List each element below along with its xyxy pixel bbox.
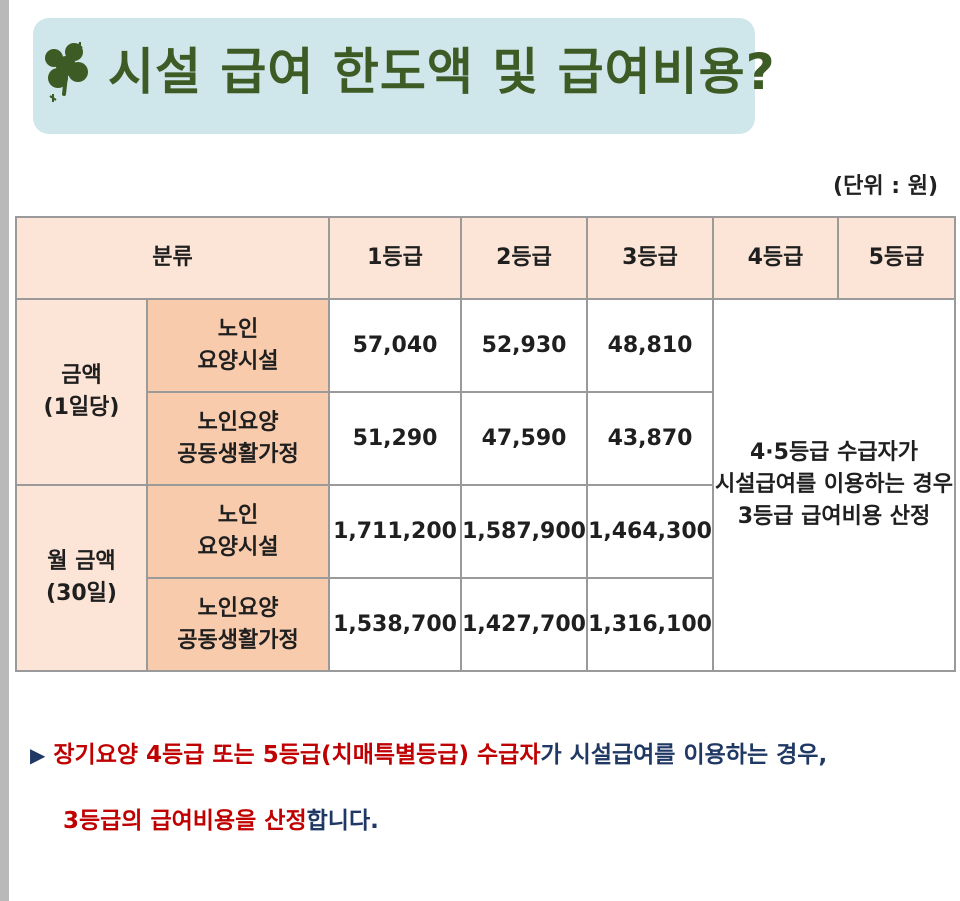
cell-value: 52,930	[460, 298, 589, 393]
header-grade-1: 1등급	[328, 216, 463, 300]
left-edge-bar	[0, 0, 9, 901]
group-label-daily: 금액 (1일당)	[15, 298, 148, 486]
table-header-row: 분류 1등급 2등급 3등급 4등급 5등급	[14, 216, 957, 300]
footer-emphasis: 장기요양 4등급 또는 5등급(치매특별등급) 수급자	[53, 742, 541, 768]
table-row: 노인요양 공동생활가정 51,290 47,590 43,870	[16, 391, 955, 486]
footer-line-2: 3등급의 급여비용을 산정합니다.	[30, 788, 950, 854]
footer-text: 가 시설급여를 이용하는 경우,	[540, 742, 828, 768]
cell-value: 1,464,300	[586, 484, 715, 579]
title-banner	[33, 18, 755, 134]
row-type: 노인요양 공동생활가정	[145, 577, 331, 672]
triangle-right-icon: ▶	[30, 743, 46, 767]
row-type: 노인 요양시설	[145, 298, 331, 393]
row-type: 노인요양 공동생활가정	[145, 391, 331, 486]
clover-icon	[42, 36, 90, 112]
footer-emphasis: 3등급의 급여비용을 산정	[63, 808, 307, 834]
cell-value: 1,538,700	[328, 577, 463, 672]
table-row: 금액 (1일당) 노인 요양시설 57,040 52,930 48,810 4·…	[15, 298, 957, 672]
grade-4-5-note: 4·5등급 수급자가 시설급여를 이용하는 경우 3등급 급여비용 산정	[712, 298, 957, 672]
cell-value: 1,316,100	[586, 577, 715, 672]
cell-value: 57,040	[328, 298, 463, 393]
cell-value: 43,870	[586, 391, 715, 486]
page-title: 시설 급여 한도액 및 급여비용?	[108, 43, 776, 101]
table-row: 노인요양 공동생활가정 1,538,700 1,427,700 1,316,10…	[16, 577, 955, 672]
header-category: 분류	[14, 216, 331, 300]
fee-table: 분류 1등급 2등급 3등급 4등급 5등급 금액 (1일당) 노인 요양시설 …	[14, 216, 957, 672]
header-grade-2: 2등급	[460, 216, 589, 300]
header-grade-3: 3등급	[586, 216, 715, 300]
cell-value: 1,711,200	[328, 484, 463, 579]
footer-line-1: ▶ 장기요양 4등급 또는 5등급(치매특별등급) 수급자가 시설급여를 이용하는…	[30, 722, 950, 788]
cell-value: 51,290	[328, 391, 463, 486]
cell-value: 48,810	[586, 298, 715, 393]
footer-text: 합니다.	[306, 808, 379, 834]
footer-note: ▶ 장기요양 4등급 또는 5등급(치매특별등급) 수급자가 시설급여를 이용하는…	[30, 722, 950, 854]
cell-value: 47,590	[460, 391, 589, 486]
row-type: 노인 요양시설	[145, 484, 331, 579]
cell-value: 1,587,900	[460, 484, 589, 579]
cell-value: 1,427,700	[460, 577, 589, 672]
group-label-monthly: 월 금액 (30일)	[15, 484, 148, 672]
header-grade-4: 4등급	[712, 216, 840, 300]
unit-label: (단위 : 원)	[833, 174, 938, 199]
table-row: 월 금액 (30일) 노인 요양시설 1,711,200 1,587,900 1…	[15, 484, 955, 672]
header-grade-5: 5등급	[837, 216, 957, 300]
